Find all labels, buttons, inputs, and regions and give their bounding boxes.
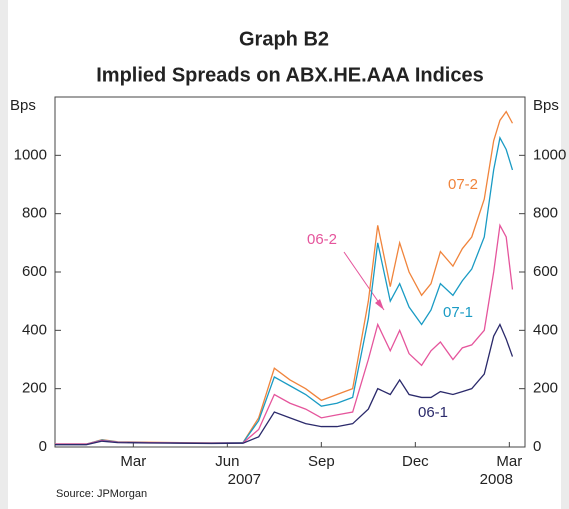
y2-axis-label: Bps	[533, 97, 559, 114]
year-label: 2008	[480, 471, 513, 488]
chart-subtitle: Implied Spreads on ABX.HE.AAA Indices	[96, 64, 483, 86]
y2-tick-label: 400	[533, 321, 558, 338]
chart-title: Graph B2	[239, 28, 329, 50]
y-tick-label: 1000	[14, 146, 47, 163]
x-tick-label: Jun	[215, 453, 239, 470]
annotation-arrowhead	[375, 299, 384, 310]
y-axis-label: Bps	[10, 97, 36, 114]
y2-tick-label: 0	[533, 438, 541, 455]
annotation-arrow	[343, 251, 385, 311]
y-tick-label: 400	[22, 321, 47, 338]
x-tick-label: Mar	[496, 453, 522, 470]
y-tick-label: 800	[22, 205, 47, 222]
y2-tick-label: 600	[533, 263, 558, 280]
y-tick-label: 0	[39, 438, 47, 455]
x-tick-label: Mar	[120, 453, 146, 470]
y-tick-label: 200	[22, 380, 47, 397]
y2-tick-label: 800	[533, 205, 558, 222]
y2-tick-label: 1000	[533, 146, 566, 163]
chart-panel	[8, 0, 561, 509]
series-label: 06-1	[418, 404, 448, 421]
x-tick-label: Sep	[308, 453, 335, 470]
year-label: 2007	[228, 471, 261, 488]
series-label: 07-1	[443, 304, 473, 321]
series-line	[55, 323, 514, 446]
y-tick-label: 600	[22, 263, 47, 280]
series-label: 06-2	[307, 231, 337, 248]
x-tick-label: Dec	[402, 453, 429, 470]
source-note: Source: JPMorgan	[56, 488, 147, 500]
series-label: 07-2	[448, 176, 478, 193]
y2-tick-label: 200	[533, 380, 558, 397]
